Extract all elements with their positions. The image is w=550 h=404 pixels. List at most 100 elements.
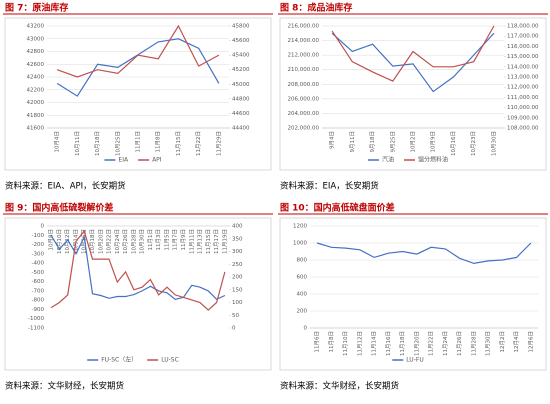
y2-tick-label: 45800	[232, 24, 250, 30]
y-tick-label: 214,000.00	[288, 38, 320, 44]
x-tick-label: 11月24日	[442, 331, 449, 356]
x-tick-label: 11月18日	[399, 331, 406, 356]
chart-frame	[4, 17, 272, 171]
y2-tick-label: 50	[232, 313, 239, 319]
y2-tick-label: 200	[232, 275, 243, 281]
y2-tick-label: 45400	[232, 53, 250, 59]
x-tick-label: 11月8日	[155, 131, 162, 153]
x-tick-label: 11月10日	[342, 331, 349, 356]
y-tick-label: 42400	[27, 75, 45, 81]
legend-label: API	[152, 157, 162, 164]
x-tick-label: 10月30日	[490, 131, 497, 156]
y-tick-label: 42800	[27, 49, 45, 55]
y-tick-label: -300	[32, 251, 45, 257]
y-tick-label: 800	[297, 258, 308, 264]
x-tick-label: 12月2日	[499, 331, 506, 353]
x-tick-label: 11月30日	[485, 331, 492, 356]
x-tick-label: 11月15日	[175, 131, 182, 156]
x-tick-label: 11月1日	[135, 131, 142, 153]
y-tick-label: 43200	[27, 24, 45, 30]
x-tick-label: 9月25日	[389, 131, 396, 153]
y-tick-label: -600	[32, 279, 45, 285]
y-tick-label: 0	[304, 326, 308, 332]
chart-title: 图 8：成品油库存	[280, 2, 352, 14]
series-line	[56, 24, 220, 78]
x-tick-label: 11月22日	[195, 131, 202, 156]
x-tick-label: 11月5日	[163, 229, 170, 251]
y-tick-label: 41600	[27, 126, 45, 132]
x-tick-label: 10月23日	[470, 131, 477, 156]
y2-tick-label: 44400	[232, 126, 250, 132]
source-note: 资料来源：文华财经，长安期货	[5, 381, 125, 392]
chart-frame	[4, 217, 272, 371]
x-tick-label: 11月22日	[428, 331, 435, 356]
y-tick-label: 208,000.00	[288, 82, 320, 88]
y2-tick-label: 45000	[232, 82, 250, 88]
y-tick-label: -700	[32, 288, 45, 294]
y2-tick-label: 117,000.00	[507, 34, 539, 40]
legend-label: 汽油	[382, 156, 394, 164]
x-tick-label: 10月18日	[89, 229, 96, 254]
y2-tick-label: 113,000.00	[507, 75, 539, 81]
y-tick-label: 43000	[27, 36, 45, 42]
x-tick-label: 11月3日	[155, 229, 162, 251]
x-tick-label: 12月6日	[527, 331, 534, 353]
y-tick-label: 200	[297, 309, 308, 315]
series-line	[316, 242, 532, 265]
y-tick-label: 600	[297, 275, 308, 281]
y2-tick-label: 112,000.00	[507, 85, 539, 91]
source-note: 资料来源：文华财经，长安期货	[280, 381, 400, 392]
chart-frame	[279, 17, 547, 171]
y-tick-label: -200	[32, 242, 45, 248]
x-tick-label: 11月7日	[172, 229, 179, 251]
chart-title: 图 9：国内高低硫裂解价差	[5, 202, 113, 214]
y-tick-label: 210,000.00	[288, 67, 320, 73]
x-tick-label: 11月26日	[456, 331, 463, 356]
y2-tick-label: 110,000.00	[507, 105, 539, 111]
y2-tick-label: 114,000.00	[507, 64, 539, 70]
y2-tick-label: 150	[232, 287, 243, 293]
y-tick-label: 204,000.00	[288, 111, 320, 117]
y-tick-label: 1000	[293, 241, 307, 247]
y-tick-label: 202,000.00	[288, 126, 320, 132]
y-tick-label: 41800	[27, 113, 45, 119]
y2-tick-label: 250	[232, 262, 243, 268]
y2-tick-label: 45200	[232, 67, 250, 73]
y2-tick-label: 400	[232, 224, 243, 230]
x-tick-label: 11月6日	[314, 331, 321, 353]
x-tick-label: 9月4日	[329, 131, 336, 149]
y-tick-label: 212,000.00	[288, 53, 320, 59]
y2-tick-label: 111,000.00	[507, 95, 539, 101]
y-tick-label: -1000	[28, 316, 44, 322]
y2-tick-label: 44800	[232, 96, 250, 102]
y-tick-label: -900	[32, 307, 45, 313]
x-tick-label: 11月15日	[205, 229, 212, 254]
chart-title: 图 10：国内高低硫盘面价差	[280, 202, 395, 214]
x-tick-label: 9月18日	[369, 131, 376, 153]
y-tick-label: 400	[297, 292, 308, 298]
x-tick-label: 9月11日	[349, 131, 356, 153]
x-tick-label: 11月13日	[197, 229, 204, 254]
y-tick-label: 42200	[27, 87, 45, 93]
y2-tick-label: 300	[232, 249, 243, 255]
y-tick-label: 42600	[27, 62, 45, 68]
x-tick-label: 10月26日	[122, 229, 129, 254]
x-tick-label: 11月19日	[221, 229, 228, 254]
legend-label: LU-FU	[406, 357, 423, 364]
x-tick-label: 11月16日	[385, 331, 392, 356]
y2-tick-label: 45600	[232, 38, 250, 44]
x-tick-label: 10月9日	[430, 131, 437, 153]
y2-tick-label: 350	[232, 236, 243, 242]
y-tick-label: -100	[32, 233, 45, 239]
x-tick-label: 10月18日	[94, 131, 101, 156]
x-tick-label: 11月1日	[147, 229, 154, 251]
series-line	[331, 32, 495, 93]
x-tick-label: 10月12日	[64, 229, 71, 254]
x-tick-label: 11月8日	[328, 331, 335, 353]
x-tick-label: 10月8日	[48, 229, 55, 251]
series-line	[50, 229, 226, 311]
legend-label: EIA	[118, 157, 129, 164]
x-tick-label: 11月29日	[215, 131, 222, 156]
y2-tick-label: 44600	[232, 111, 250, 117]
